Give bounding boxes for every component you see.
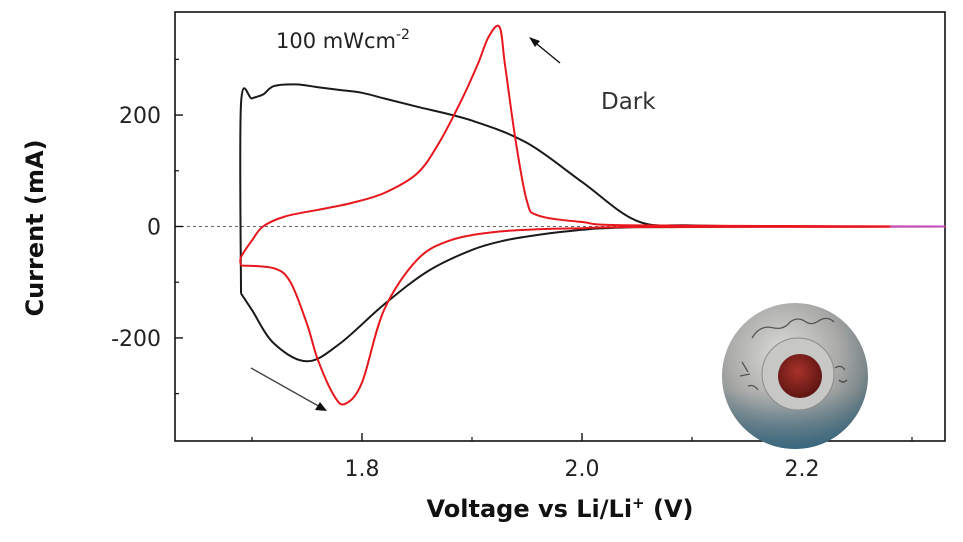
x-axis-label-unit: (V) [645,495,694,523]
y-tick-label: -200 [111,327,161,352]
x-axis-label-main: Voltage vs Li/Li [427,495,633,523]
dark-annotation: Dark [601,89,656,115]
y-tick-label: 200 [119,104,161,129]
light-annotation-exp: -2 [396,27,410,43]
x-axis-label: Voltage vs Li/Li+ (V) [427,494,694,523]
x-tick-label: 1.8 [345,457,380,482]
y-tick-label: 0 [147,216,161,241]
arrow-lower [250,367,327,411]
series-layer [239,24,946,406]
coin-cell-photo [722,303,868,449]
light-annotation: 100 mWcm-2 [276,27,410,53]
series-light-line [239,24,946,406]
x-tick-label: 2.2 [785,457,820,482]
ticks-layer: 1.8 2.0 2.2 -200 0 200 [111,58,913,482]
x-axis-label-sup: + [632,494,645,512]
arrow-upper [529,37,561,64]
x-tick-label: 2.0 [565,457,600,482]
light-annotation-text: 100 mWcm [276,29,396,53]
y-axis-label: Current (mA) [21,139,49,316]
